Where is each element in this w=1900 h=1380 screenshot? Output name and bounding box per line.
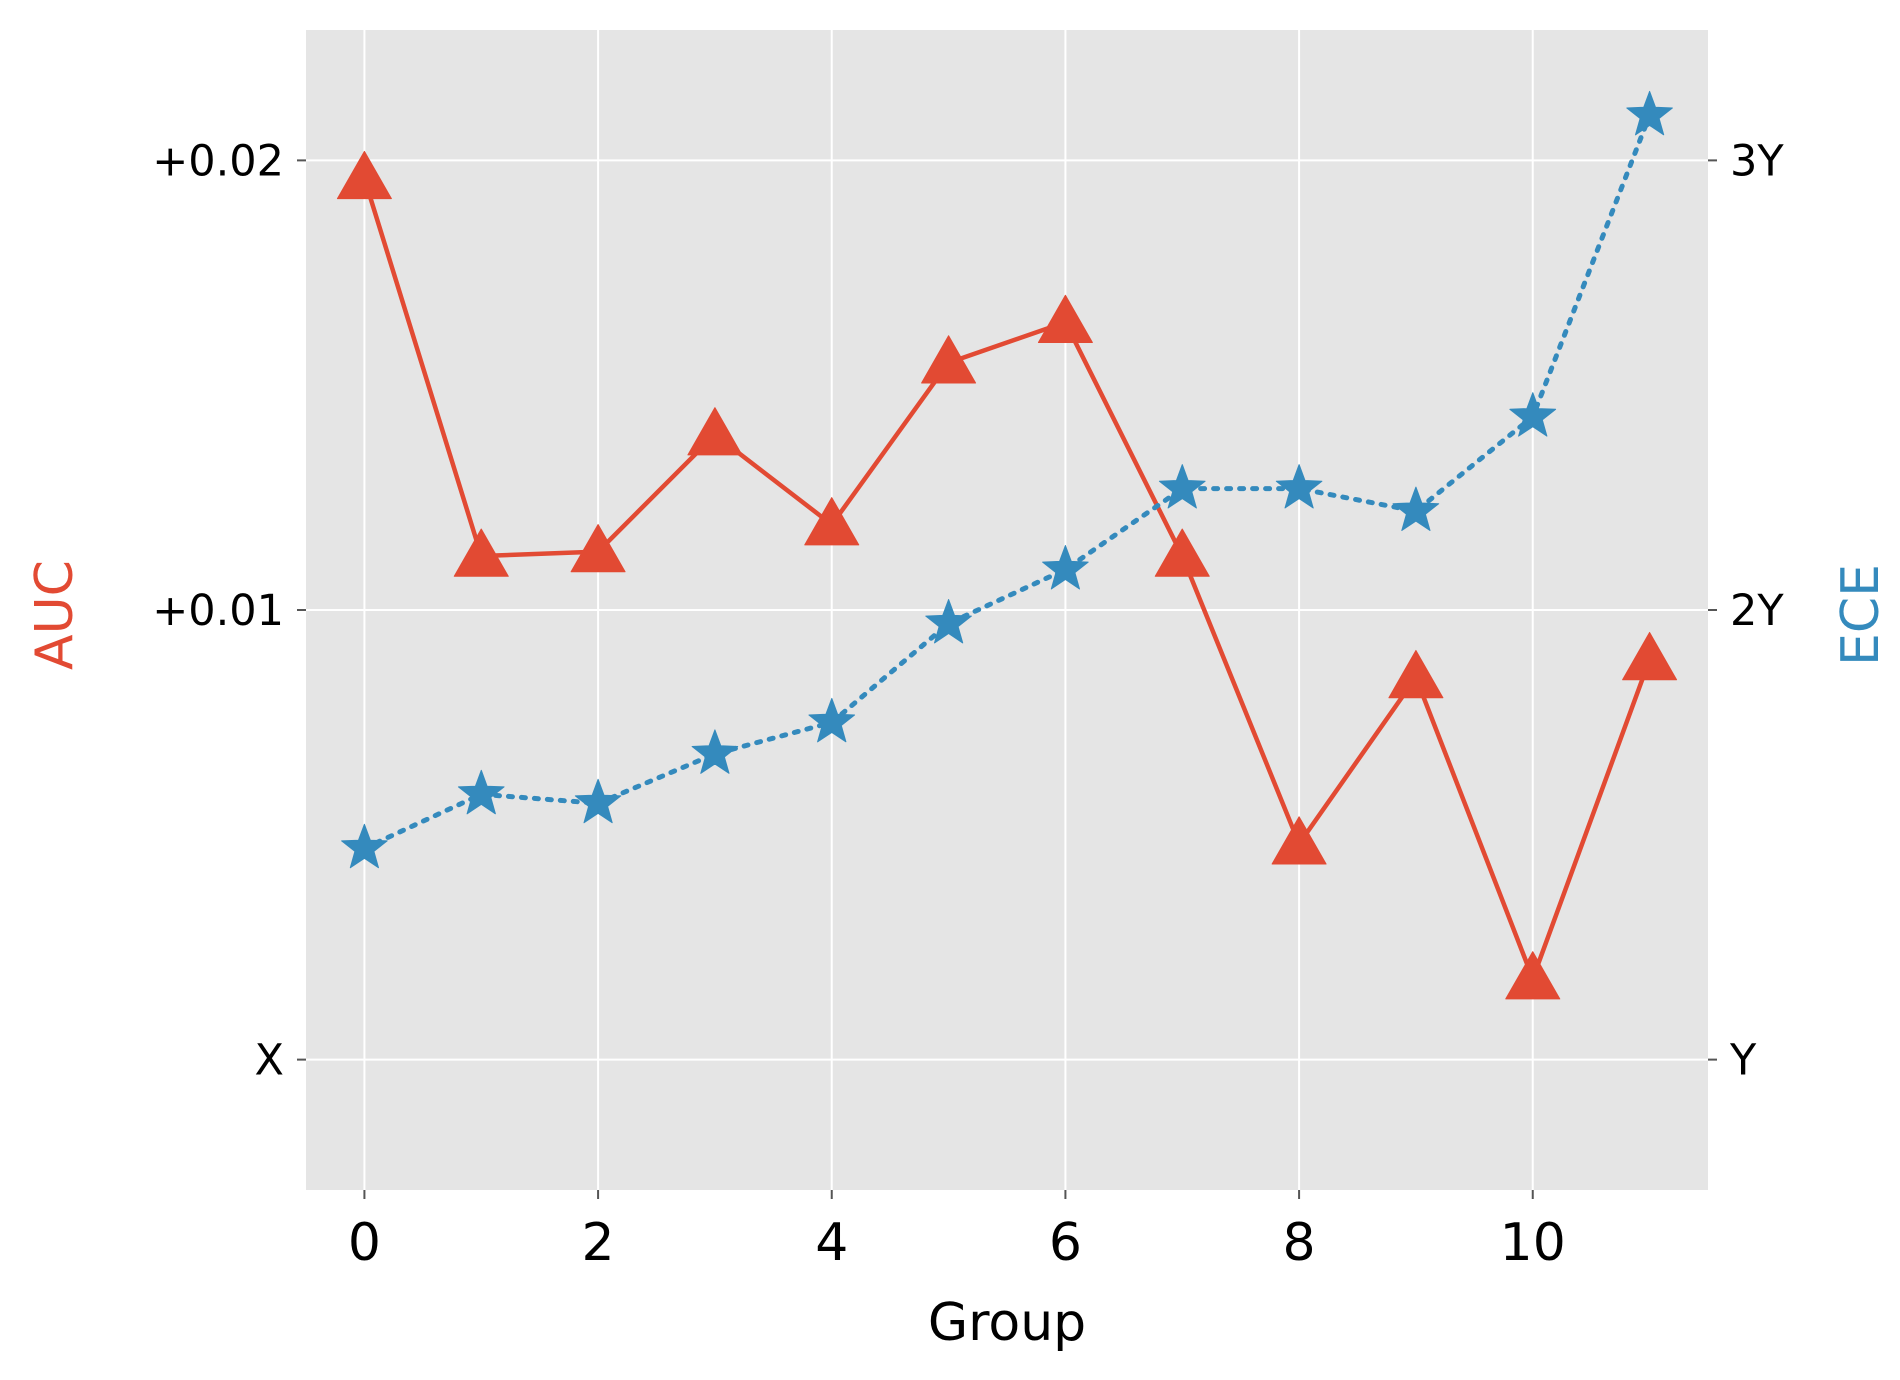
x-tick-label: 2: [582, 1213, 615, 1273]
data-point: [453, 528, 509, 577]
right-y-tick-label: Y: [1729, 1036, 1757, 1086]
data-point: [691, 729, 739, 774]
x-tick-label: 10: [1500, 1213, 1566, 1273]
data-point: [921, 335, 977, 384]
series-layer: [336, 90, 1678, 1000]
data-point: [804, 497, 860, 546]
x-tick-label: 4: [815, 1213, 848, 1273]
data-point: [1271, 816, 1327, 865]
series-line: [361, 112, 1653, 851]
axis-ticks: 0 2 4 6 8 10 X +0.01 +0.02 Y 2Y 3Y: [152, 136, 1784, 1273]
data-point: [1158, 464, 1206, 509]
grid: [306, 30, 1708, 1190]
data-point: [1154, 528, 1210, 577]
data-point: [1392, 486, 1440, 531]
data-point: [687, 407, 743, 456]
series-line: [362, 177, 1652, 981]
x-tick-label: 8: [1283, 1213, 1316, 1273]
left-y-tick-label: +0.01: [152, 586, 284, 636]
x-tick-label: 6: [1049, 1213, 1082, 1273]
data-point: [457, 769, 505, 815]
data-point: [1275, 464, 1323, 509]
data-point: [570, 524, 626, 573]
data-point: [925, 599, 972, 644]
data-point: [1622, 631, 1678, 681]
series-right: [341, 90, 1673, 869]
data-point: [808, 697, 856, 743]
data-point: [1626, 90, 1673, 136]
data-point: [1037, 294, 1093, 343]
right-y-tick-label: 2Y: [1730, 586, 1784, 636]
data-point: [1505, 951, 1561, 1000]
left-y-axis-label: AUC: [25, 560, 85, 670]
x-tick-label: 0: [348, 1213, 381, 1273]
right-y-axis-label: ECE: [1831, 564, 1891, 666]
data-point: [1388, 649, 1444, 699]
data-point: [1509, 392, 1557, 437]
series-left: [336, 150, 1678, 1000]
left-y-tick-label: +0.02: [152, 136, 284, 186]
data-point: [336, 150, 392, 200]
data-point: [1042, 545, 1089, 590]
left-y-tick-label: X: [255, 1036, 284, 1086]
x-axis-label: Group: [928, 1293, 1086, 1353]
data-point: [574, 778, 622, 824]
data-point: [341, 823, 388, 869]
right-y-tick-label: 3Y: [1730, 136, 1784, 186]
